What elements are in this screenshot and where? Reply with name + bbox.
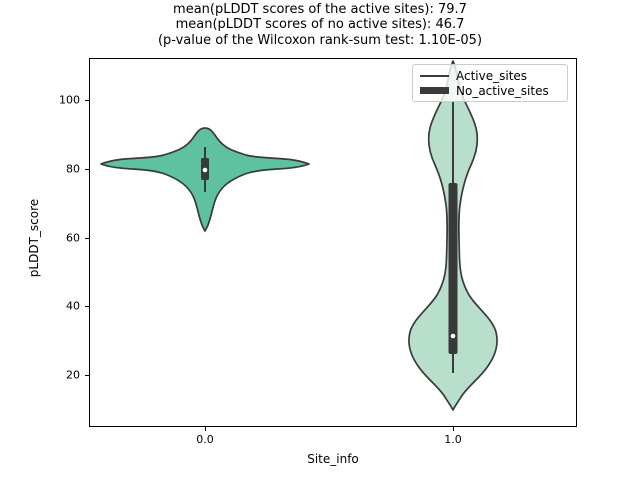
title-line-mean-no-active: mean(pLDDT scores of no active sites): 4… [175,17,465,33]
legend-item-no-active-sites: No_active_sites [420,83,561,98]
title-line-mean-active: mean(pLDDT scores of the active sites): … [173,2,467,17]
y-tick-marks [85,100,90,376]
legend-label-active: Active_sites [456,68,528,83]
x-tick-0: 0.0 [196,433,214,446]
thick-line-sample-icon [420,87,449,94]
chart-title: mean(pLDDT scores of the active sites): … [13,2,627,48]
median-dot-active [202,167,208,173]
y-tick-60: 60 [66,231,80,245]
x-tick-marks [205,426,454,431]
y-tick-100: 100 [59,93,80,107]
legend-box: Active_sites No_active_sites [412,64,568,102]
y-tick-80: 80 [66,162,80,176]
legend-label-no-active: No_active_sites [456,83,549,98]
y-axis-label: pLDDT_score [27,198,41,278]
legend-item-active-sites: Active_sites [420,68,561,83]
inner-box-no-active-sites [448,101,458,373]
x-tick-1: 1.0 [444,433,462,446]
y-tick-40: 40 [66,299,80,313]
x-axis-label: Site_info [307,452,359,466]
axes-frame [89,58,577,427]
thin-line-sample-icon [420,74,449,77]
inner-box-active-sites [201,147,209,192]
y-tick-20: 20 [66,368,80,382]
title-line-pvalue: (p-value of the Wilcoxon rank-sum test: … [157,32,483,48]
median-dot-no-active [450,333,456,339]
